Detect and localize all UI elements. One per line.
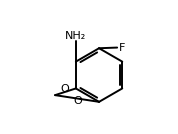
Text: F: F [119,43,125,53]
Text: O: O [60,84,69,94]
Text: O: O [74,96,83,106]
Text: NH₂: NH₂ [65,31,87,41]
